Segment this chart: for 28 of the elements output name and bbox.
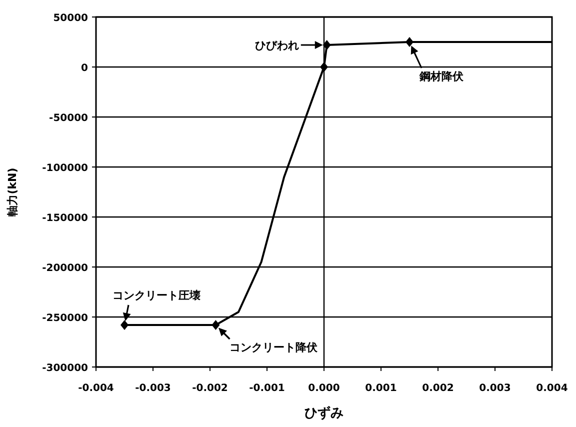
point <box>322 40 331 50</box>
point <box>120 320 128 330</box>
y-tick-label: 0 <box>81 63 88 74</box>
y-tick-label: -200000 <box>42 263 88 274</box>
y-tick-label: -250000 <box>42 313 88 324</box>
point <box>406 37 414 47</box>
x-tick-label: 0.000 <box>308 383 340 394</box>
x-tick-label: -0.001 <box>249 383 285 394</box>
y-tick-label: -50000 <box>49 113 88 124</box>
point <box>212 320 220 330</box>
x-tick-label: 0.003 <box>479 383 511 394</box>
x-axis-title: ひずみ <box>304 405 344 421</box>
x-tick-label: 0.002 <box>422 383 454 394</box>
x-tick-label: 0.004 <box>536 383 568 394</box>
x-tick-label: 0.001 <box>365 383 397 394</box>
annotation: ひびわれ <box>254 39 299 52</box>
y-tick-label: 50000 <box>53 13 88 24</box>
annotation: コンクリート圧壊 <box>112 289 200 302</box>
annotation: コンクリート降伏 <box>230 341 319 354</box>
annotation: 鋼材降伏 <box>418 70 464 83</box>
point <box>320 62 328 72</box>
y-axis-title: 軸力(kN) <box>6 168 19 218</box>
y-tick-label: -300000 <box>42 363 88 374</box>
x-tick-label: -0.002 <box>192 383 228 394</box>
x-tick-label: -0.004 <box>78 383 114 394</box>
x-tick-label: -0.003 <box>135 383 171 394</box>
y-tick-label: -150000 <box>42 213 88 224</box>
y-tick-label: -100000 <box>42 163 88 174</box>
